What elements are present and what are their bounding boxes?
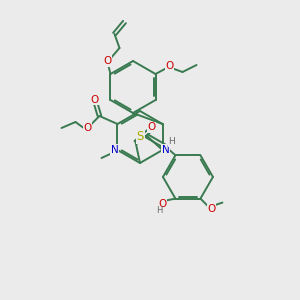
- Text: S: S: [136, 130, 144, 143]
- Text: O: O: [103, 56, 112, 66]
- Text: O: O: [90, 94, 99, 105]
- Text: O: O: [207, 204, 216, 214]
- Text: H: H: [169, 137, 175, 146]
- Text: N: N: [111, 145, 119, 155]
- Text: N: N: [162, 145, 170, 155]
- Text: O: O: [148, 122, 156, 132]
- Text: O: O: [158, 199, 166, 208]
- Text: O: O: [83, 123, 92, 133]
- Text: O: O: [165, 61, 174, 71]
- Text: H: H: [156, 206, 163, 215]
